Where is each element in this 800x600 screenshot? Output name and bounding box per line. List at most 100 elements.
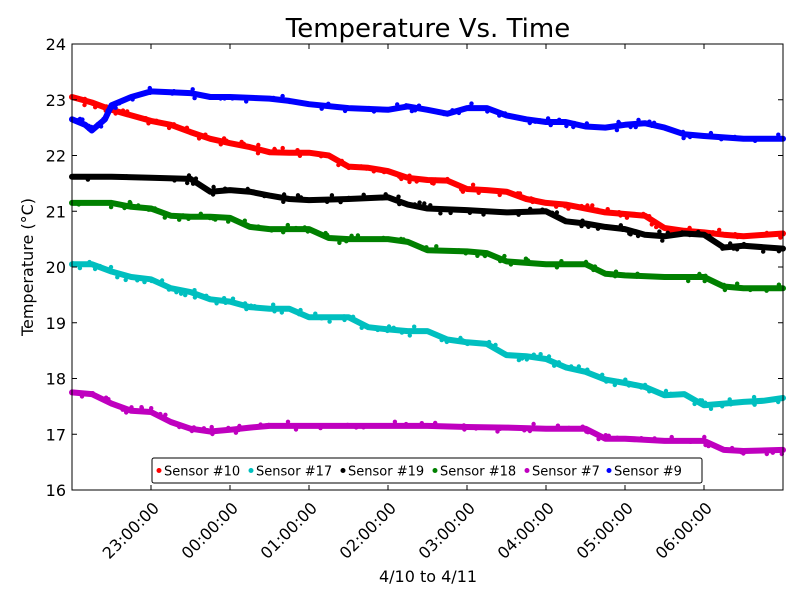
data-point [302, 150, 308, 155]
data-point [572, 120, 577, 126]
data-point [152, 206, 158, 211]
data-point [673, 438, 678, 444]
data-point [239, 220, 245, 225]
data-point [122, 205, 127, 211]
data-point [123, 277, 128, 283]
data-point [174, 290, 179, 295]
data-point [170, 421, 175, 426]
data-point [192, 288, 197, 293]
legend-marker [248, 468, 254, 473]
data-point [722, 287, 728, 293]
data-point [528, 206, 533, 212]
data-point [538, 118, 543, 123]
data-point [606, 433, 611, 438]
data-point [566, 425, 572, 431]
data-point [108, 264, 114, 270]
data-point [633, 124, 638, 130]
data-point [281, 230, 286, 235]
data-point [741, 241, 747, 247]
data-point [258, 422, 263, 427]
data-point [729, 445, 735, 451]
data-point [764, 451, 769, 457]
data-point [281, 192, 287, 197]
data-point [117, 101, 122, 106]
data-point [763, 398, 769, 403]
data-point [271, 302, 276, 307]
data-point [412, 202, 417, 207]
data-point [657, 231, 662, 237]
data-point [147, 85, 152, 91]
data-point [177, 217, 182, 222]
data-point [554, 210, 560, 215]
y-tick-label: 16 [46, 481, 66, 500]
data-point [618, 223, 623, 228]
data-point [497, 113, 502, 118]
y-tick-label: 21 [46, 202, 66, 221]
data-point [752, 402, 757, 407]
data-point [210, 192, 216, 197]
data-point [470, 182, 476, 187]
data-point [354, 425, 359, 430]
data-point [585, 223, 590, 228]
data-point [346, 165, 351, 171]
data-point [502, 253, 507, 259]
data-point [252, 304, 257, 309]
data-point [708, 406, 714, 411]
data-point [765, 136, 770, 141]
legend-marker [340, 468, 346, 473]
data-point [376, 326, 381, 331]
data-point [731, 400, 736, 405]
data-point [364, 166, 369, 171]
data-point [575, 368, 580, 373]
data-point [497, 188, 503, 194]
data-point [106, 397, 111, 402]
data-point [627, 437, 632, 442]
data-point [604, 379, 609, 384]
data-point [128, 201, 133, 206]
data-point [450, 108, 455, 113]
data-point [143, 116, 148, 121]
data-point [190, 87, 195, 92]
data-point [359, 164, 364, 169]
data-point [385, 328, 390, 334]
data-point [764, 288, 769, 293]
data-point [248, 303, 254, 308]
data-point [257, 305, 262, 311]
data-point [546, 354, 552, 359]
data-point [727, 397, 732, 402]
data-point [776, 249, 782, 254]
data-point [148, 207, 153, 212]
data-point [146, 121, 151, 126]
data-point [445, 176, 450, 182]
data-point [668, 226, 673, 232]
data-point [557, 117, 562, 123]
data-point [522, 353, 527, 358]
data-point [626, 383, 632, 388]
data-point [623, 377, 628, 382]
data-point [647, 119, 652, 124]
data-point [254, 95, 259, 100]
data-point [386, 324, 392, 329]
data-point [101, 174, 107, 179]
data-point [555, 423, 561, 428]
data-point [255, 151, 261, 156]
data-point [113, 105, 118, 111]
legend-entry: Sensor #7 [532, 465, 600, 480]
data-point [318, 315, 323, 320]
data-point [207, 136, 212, 141]
data-point [412, 324, 417, 329]
data-point [124, 410, 129, 415]
data-point [562, 204, 568, 209]
y-tick-label: 23 [46, 91, 66, 110]
data-point [414, 179, 419, 184]
data-point [157, 119, 162, 125]
data-point [693, 231, 699, 236]
data-point [214, 301, 219, 306]
data-point [86, 126, 92, 132]
legend-marker [524, 468, 530, 473]
data-point [139, 405, 144, 411]
data-point [508, 262, 514, 267]
data-point [707, 233, 712, 239]
data-point [297, 153, 303, 158]
y-axis-label: Temperature (°C) [18, 198, 37, 337]
